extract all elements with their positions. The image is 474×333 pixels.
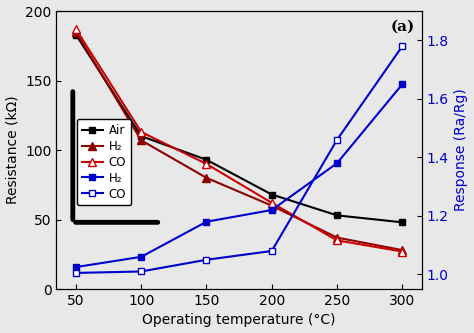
H₂	[269, 208, 274, 212]
H₂	[269, 204, 274, 208]
CO	[204, 162, 210, 166]
Legend: Air, H₂, CO, H₂, CO: Air, H₂, CO, H₂, CO	[77, 119, 131, 205]
CO	[269, 201, 274, 205]
H₂	[334, 236, 340, 240]
Air	[400, 220, 405, 224]
CO	[204, 258, 210, 262]
CO	[269, 249, 274, 253]
X-axis label: Operating temperature (°C): Operating temperature (°C)	[142, 313, 336, 327]
H₂	[138, 138, 144, 142]
Line: H₂: H₂	[73, 81, 406, 270]
CO	[138, 269, 144, 273]
Line: CO: CO	[73, 43, 406, 276]
CO	[73, 27, 79, 31]
CO	[334, 238, 340, 242]
CO	[334, 138, 340, 142]
Air	[204, 158, 210, 162]
CO	[73, 271, 79, 275]
Text: (a): (a)	[391, 19, 415, 33]
H₂	[400, 248, 405, 252]
CO	[400, 44, 405, 48]
H₂	[138, 255, 144, 259]
Air	[269, 192, 274, 196]
Line: H₂: H₂	[72, 28, 407, 254]
CO	[400, 249, 405, 253]
Air	[73, 33, 79, 37]
Y-axis label: Resistance (kΩ): Resistance (kΩ)	[6, 96, 19, 204]
H₂	[73, 30, 79, 34]
Line: Air: Air	[73, 31, 406, 226]
H₂	[204, 220, 210, 224]
CO	[138, 130, 144, 134]
H₂	[73, 265, 79, 269]
Air	[138, 134, 144, 138]
Y-axis label: Response (Ra/Rg): Response (Ra/Rg)	[455, 89, 468, 211]
H₂	[400, 82, 405, 86]
Air	[334, 213, 340, 217]
Line: CO: CO	[72, 25, 407, 256]
H₂	[334, 161, 340, 165]
H₂	[204, 176, 210, 180]
